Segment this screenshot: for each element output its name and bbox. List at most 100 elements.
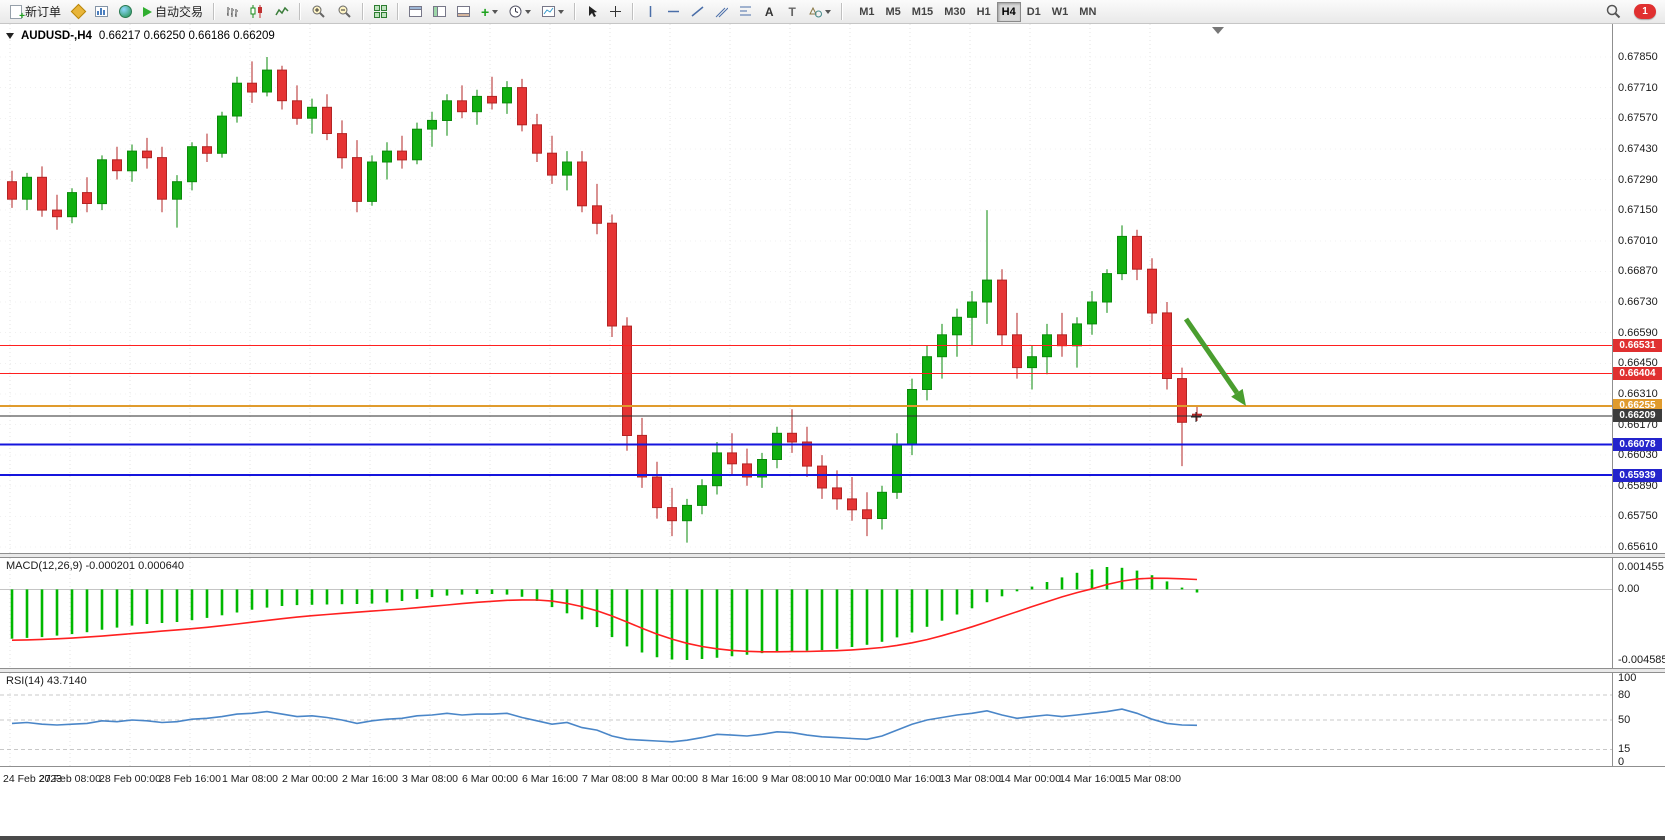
timeframe-m5-button[interactable]: M5 [881,2,906,22]
bar-chart-mode-button[interactable] [220,2,244,22]
trendline-tool-button[interactable] [686,2,709,22]
data-window-icon [409,6,423,17]
gold-diamond-icon [70,3,86,20]
line-chart-mode-button[interactable] [270,2,294,22]
price-line-badge: 0.66404 [1613,366,1662,380]
templates-icon [542,6,556,17]
market-watch-globe-icon [119,5,133,18]
time-axis-tick: 1 Mar 08:00 [221,773,279,785]
macd-panel-canvas[interactable] [0,558,1612,668]
chart-title: AUDUSD-,H4 0.66217 0.66250 0.66186 0.662… [6,30,275,42]
new-chart-button[interactable] [67,2,89,22]
collapse-quick-trade-icon[interactable] [6,33,14,39]
toolbar-separator [397,3,400,20]
rsi-panel-canvas[interactable] [0,673,1612,766]
crosshair-tool-button[interactable] [604,2,627,22]
price-axis-tick: 0.66310 [1618,387,1658,400]
shapes-icon [809,6,823,17]
macd-label: MACD(12,26,9) -0.000201 0.000640 [6,560,184,572]
timeframe-mn-button[interactable]: MN [1074,2,1101,22]
timeframe-group: M1 M5 M15 M30 H1 H4 D1 W1 MN [854,1,1101,22]
crosshair-icon [610,6,622,17]
indicators-button[interactable]: + [476,2,503,22]
price-axis-tick: 0.66450 [1618,357,1658,370]
label-tool-button[interactable]: T [781,2,803,22]
rsi-axis-tick: 80 [1618,688,1631,701]
market-watch-button[interactable] [114,2,137,22]
vertical-line-tool-button[interactable] [639,2,661,22]
caret-down-icon [558,9,565,14]
panel-separator[interactable] [0,668,1665,673]
timeframe-d1-button[interactable]: D1 [1022,2,1046,22]
price-axis-tick: 0.67150 [1618,204,1658,217]
time-axis-tick: 24 Feb 2023 [3,773,62,785]
horizontal-line-tool-button[interactable] [662,2,685,22]
time-axis[interactable]: 24 Feb 2023 27 Feb 08:00 28 Feb 00:00 28 Fe… [0,766,1665,793]
search-button[interactable] [1601,2,1626,22]
main-chart-canvas[interactable] [0,24,1612,553]
zoom-in-button[interactable] [306,2,331,22]
data-window-button[interactable] [404,2,427,22]
text-tool-button[interactable]: A [758,2,780,22]
timeframe-m30-button[interactable]: M30 [939,2,970,22]
navigator-button[interactable] [428,2,451,22]
toolbar-separator [632,3,635,20]
price-axis-tick: 0.66590 [1618,326,1658,339]
shapes-tool-button[interactable] [804,2,836,22]
new-order-button[interactable]: + 新订单 [5,2,66,22]
price-axis-tick: 0.65750 [1618,510,1658,523]
profiles-button[interactable] [90,2,113,22]
line-chart-icon [275,6,289,15]
terminal-button[interactable] [452,2,475,22]
time-axis-tick: 2 Mar 00:00 [281,773,339,785]
toolbar-separator [213,3,216,20]
channel-tool-button[interactable] [710,2,733,22]
chart-symbol-label: AUDUSD-,H4 [21,30,92,42]
navigator-icon [433,6,447,17]
timeframe-w1-button[interactable]: W1 [1047,2,1074,22]
time-axis-tick: 2 Mar 16:00 [341,773,399,785]
price-axis[interactable]: 0.67850 0.67710 0.67570 0.67430 0.67290 0.671… [1612,24,1665,768]
time-axis-tick: 28 Feb 16:00 [159,773,221,785]
tile-windows-button[interactable] [369,2,392,22]
periods-button[interactable] [504,2,536,22]
channel-icon [715,7,729,18]
cursor-tool-button[interactable] [581,2,603,22]
zoom-out-icon [338,5,351,18]
candlestick-mode-button[interactable] [245,2,269,22]
time-axis-tick: 6 Mar 16:00 [521,773,579,785]
templates-button[interactable] [537,2,569,22]
autotrading-label: 自动交易 [155,5,204,19]
macd-axis-tick: 0.001455 [1618,561,1664,573]
price-axis-tick: 0.67850 [1618,51,1658,63]
chart-window-icon [95,6,109,17]
price-axis-tick: 0.65610 [1618,541,1658,553]
price-line-badge: 0.66531 [1613,339,1662,353]
timeframe-h4-button[interactable]: H4 [996,1,1021,22]
price-axis-tick: 0.67430 [1618,142,1658,155]
time-axis-tick: 15 Mar 08:00 [1119,773,1181,785]
autotrading-play-icon [143,6,153,17]
price-line-badge: 0.65939 [1613,468,1662,482]
zoom-out-button[interactable] [332,2,357,22]
notification-badge[interactable]: 1 [1634,4,1656,19]
toolbar-separator [299,3,302,20]
price-axis-tick: 0.67010 [1618,234,1658,247]
time-axis-tick: 14 Mar 00:00 [999,773,1061,785]
timeframe-m15-button[interactable]: M15 [907,2,938,22]
timeframe-h1-button[interactable]: H1 [972,2,996,22]
price-axis-tick: 0.67290 [1618,173,1658,186]
rsi-axis-tick: 50 [1618,714,1631,726]
new-order-document-icon: + [10,4,25,21]
panel-separator[interactable] [0,553,1665,558]
main-toolbar: + 新订单 自动交易 [0,0,1665,24]
rsi-axis-tick: 15 [1618,743,1631,756]
window-bottom-edge [0,836,1665,840]
autotrading-button[interactable]: 自动交易 [138,2,208,22]
zoom-in-icon [312,5,325,18]
terminal-icon [457,6,471,17]
timeframe-m1-button[interactable]: M1 [854,2,879,22]
time-axis-tick: 10 Mar 16:00 [879,773,941,785]
fibonacci-tool-button[interactable] [734,2,757,22]
